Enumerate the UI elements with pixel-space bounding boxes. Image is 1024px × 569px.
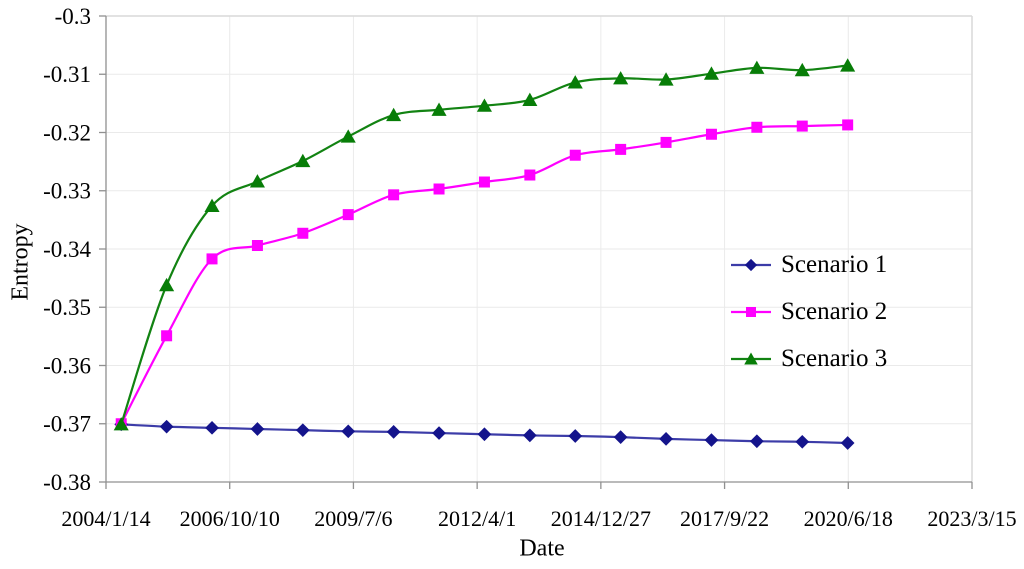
scenario-1-legend-marker-icon xyxy=(731,258,771,271)
series-3-point xyxy=(386,107,402,122)
series-1-point xyxy=(750,434,764,449)
series-3-point xyxy=(431,102,447,116)
series-1-point xyxy=(613,430,628,444)
series-2-line xyxy=(120,123,849,425)
series-1-point xyxy=(341,424,356,439)
series-2-point xyxy=(796,120,808,132)
x-tick-label: 2023/3/15 xyxy=(927,506,1016,531)
series-3-point xyxy=(204,198,220,212)
series-1-point xyxy=(795,434,810,449)
y-tick-label: -0.38 xyxy=(43,470,91,495)
legend-marker xyxy=(746,306,756,317)
series-3-point xyxy=(159,277,175,292)
y-tick-label: -0.32 xyxy=(43,120,91,145)
series-3-point xyxy=(658,72,674,86)
x-tick-label: 2012/4/1 xyxy=(438,506,516,531)
series-2-point xyxy=(660,136,672,148)
x-tick-label: 2017/9/22 xyxy=(680,506,769,531)
x-tick-label: 2014/12/27 xyxy=(551,506,651,531)
series-3-point xyxy=(794,62,810,77)
series-1-point xyxy=(840,436,855,450)
legend-item-scenario-1: Scenario 1 xyxy=(730,241,887,288)
x-axis-title: Date xyxy=(519,535,565,562)
legend-label: Scenario 1 xyxy=(781,251,888,278)
series-1-point xyxy=(659,432,673,446)
series-1-point xyxy=(477,427,492,442)
series-2-point xyxy=(297,227,309,239)
series-1-point xyxy=(704,433,719,447)
series-1-point xyxy=(250,422,265,436)
y-tick-label: -0.36 xyxy=(43,353,91,378)
y-tick-label: -0.31 xyxy=(43,62,91,87)
series-1-point xyxy=(159,419,174,434)
series-1-point xyxy=(568,429,583,443)
series-2-point xyxy=(705,128,717,140)
series-3-point xyxy=(249,174,265,188)
series-2-point xyxy=(161,330,173,342)
series-2-point xyxy=(388,189,400,201)
y-axis-title: Entropy xyxy=(7,223,34,301)
series-3-point xyxy=(476,98,492,112)
legend-marker xyxy=(744,352,758,364)
series-1-point xyxy=(523,428,537,443)
scenario-2-legend-marker-icon xyxy=(731,306,771,317)
legend: Scenario 1 Scenario 2 Scenario 3 xyxy=(730,241,887,382)
series-3-point xyxy=(840,58,856,72)
series-3-point xyxy=(567,75,583,89)
series-3-point xyxy=(295,153,311,168)
y-tick-label: -0.34 xyxy=(43,237,91,262)
series-1-point xyxy=(386,425,401,439)
series-3-point xyxy=(113,417,129,431)
series-3-point xyxy=(340,129,356,143)
y-tick-label: -0.3 xyxy=(55,4,91,29)
series-2-point xyxy=(251,240,263,252)
series-2-point xyxy=(342,209,354,221)
y-tick-label: -0.33 xyxy=(43,179,91,204)
legend-item-scenario-2: Scenario 2 xyxy=(730,288,887,335)
series-2-point xyxy=(751,121,763,133)
legend-label: Scenario 2 xyxy=(781,298,888,325)
series-1-point xyxy=(432,426,446,440)
x-tick-label: 2004/1/14 xyxy=(61,506,150,531)
series-2-point xyxy=(615,143,627,155)
series-1-point xyxy=(205,420,219,435)
x-tick-label: 2009/7/6 xyxy=(314,506,392,531)
series-3-point xyxy=(703,66,719,80)
series-2-point xyxy=(569,149,581,161)
series-3-point xyxy=(749,60,765,74)
series-2-point xyxy=(524,169,536,181)
legend-item-scenario-3: Scenario 3 xyxy=(730,335,887,382)
series-2-point xyxy=(206,253,218,265)
y-tick-label: -0.35 xyxy=(43,295,91,320)
y-tick-label: -0.37 xyxy=(43,412,91,437)
series-1-point xyxy=(295,423,310,438)
series-2-point xyxy=(842,119,854,131)
series-3-point xyxy=(613,71,629,85)
series-2-point xyxy=(433,183,445,195)
legend-label: Scenario 3 xyxy=(781,345,888,372)
legend-marker xyxy=(744,258,758,271)
series-2-point xyxy=(478,176,490,188)
x-tick-label: 2020/6/18 xyxy=(804,506,893,531)
series-3-point xyxy=(522,92,538,106)
x-tick-label: 2006/10/10 xyxy=(180,506,280,531)
scenario-3-legend-marker-icon xyxy=(731,352,771,364)
